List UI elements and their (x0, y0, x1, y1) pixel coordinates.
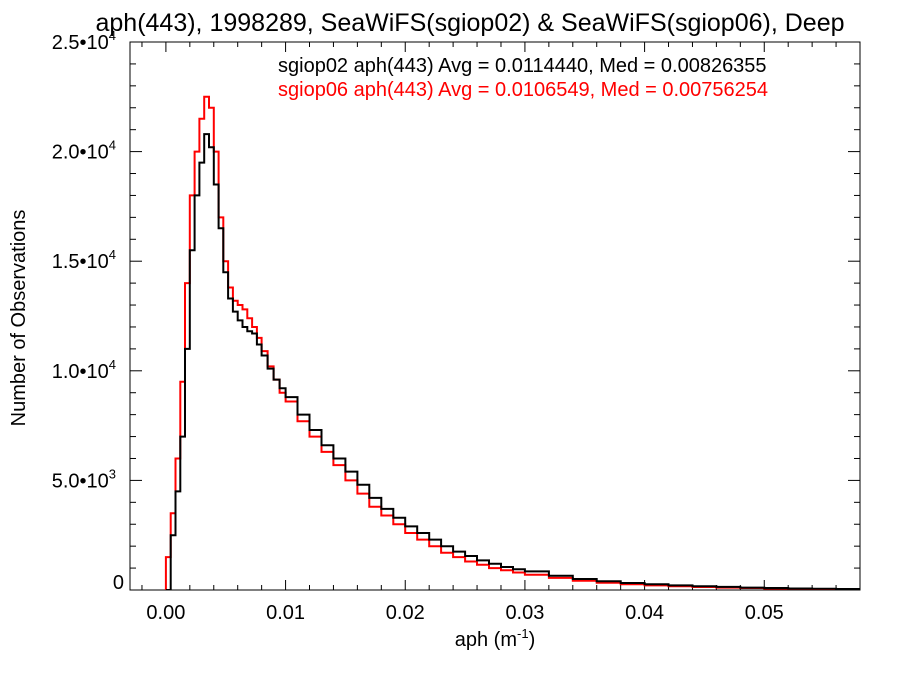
x-tick-label: 0.04 (625, 602, 664, 624)
legend-entry-sgiop02: sgiop02 aph(443) Avg = 0.0114440, Med = … (278, 55, 767, 77)
legend: sgiop02 aph(443) Avg = 0.0114440, Med = … (278, 55, 768, 101)
x-axis-title-suffix: ) (529, 629, 536, 651)
y-tick-mantissa: 0 (113, 572, 124, 594)
y-tick-label: 2.0•104 (52, 138, 116, 164)
y-tick-exponent: 4 (109, 357, 116, 372)
x-tick-label: 0.00 (146, 602, 185, 624)
y-tick-label: 0 (113, 572, 124, 594)
legend-entry-sgiop06: sgiop06 aph(443) Avg = 0.0106549, Med = … (278, 79, 768, 101)
series-line-sgiop06 (164, 95, 860, 590)
y-tick-label: 2.5•104 (52, 28, 116, 54)
plot-frame (129, 41, 861, 591)
y-tick-exponent: 4 (109, 138, 116, 153)
y-tick-exponent: 4 (109, 247, 116, 262)
x-axis-title-exponent: -1 (517, 626, 529, 641)
series-layer (164, 95, 860, 590)
y-tick-label: 5.0•103 (52, 466, 116, 492)
x-tick-label: 0.02 (386, 602, 425, 624)
y-tick-mantissa: 2.0•10 (52, 142, 109, 164)
y-tick-mantissa: 1.5•10 (52, 251, 109, 273)
x-axis: 0.00 0.01 0.02 0.03 0.04 0.05 (141, 42, 861, 624)
x-tick-label: 0.05 (745, 602, 784, 624)
series-line-sgiop02 (165, 133, 860, 590)
y-tick-mantissa: 2.5•10 (52, 32, 109, 54)
y-tick-label: 1.5•104 (52, 247, 116, 273)
y-tick-exponent: 4 (109, 28, 116, 43)
y-tick-label: 1.0•104 (52, 357, 116, 383)
plot-area (129, 41, 861, 591)
y-axis-title: Number of Observations (8, 210, 30, 427)
y-tick-mantissa: 1.0•10 (52, 361, 109, 383)
y-tick-mantissa: 5.0•10 (52, 470, 109, 492)
chart-title: aph(443), 1998289, SeaWiFS(sgiop02) & Se… (95, 9, 844, 37)
x-tick-label: 0.01 (266, 602, 305, 624)
x-axis-title-main: aph (m (455, 629, 517, 651)
x-axis-title: aph (m-1) (455, 626, 535, 651)
x-tick-label: 0.03 (505, 602, 544, 624)
y-tick-exponent: 3 (109, 466, 116, 481)
